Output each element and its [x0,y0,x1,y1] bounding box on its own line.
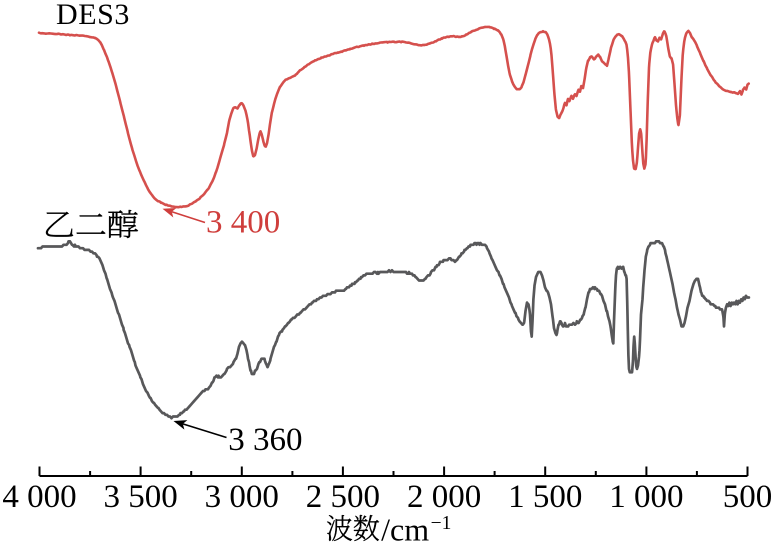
svg-text:/cm: /cm [381,512,429,548]
svg-text:2 500: 2 500 [306,479,380,515]
svg-text:1 500: 1 500 [508,479,582,515]
svg-text:2 000: 2 000 [407,479,481,515]
svg-text:1 000: 1 000 [609,479,683,515]
svg-text:3 000: 3 000 [205,479,279,515]
svg-text:500: 500 [723,479,773,515]
svg-text:3 360: 3 360 [228,422,302,458]
svg-text:DES3: DES3 [56,0,130,31]
svg-text:4 000: 4 000 [2,479,76,515]
svg-text:3 400: 3 400 [206,205,280,241]
svg-text:3 500: 3 500 [103,479,177,515]
svg-text:−1: −1 [431,513,452,534]
